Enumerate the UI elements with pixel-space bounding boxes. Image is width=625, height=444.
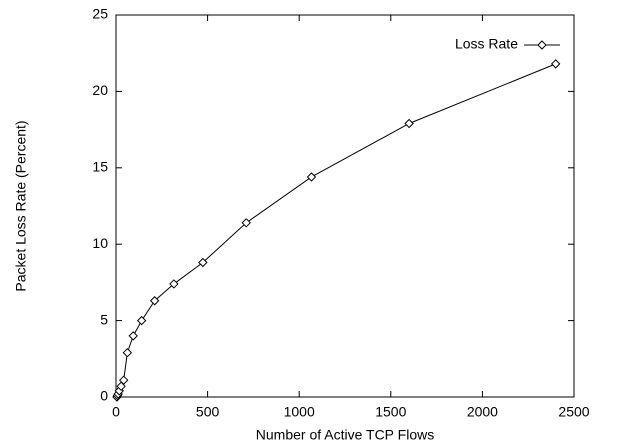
data-point: [306, 172, 317, 182]
plot-frame: [115, 14, 575, 398]
x-tick-label: 2000: [467, 404, 498, 420]
data-line: [116, 63, 556, 398]
data-point: [118, 375, 129, 385]
data-point: [404, 118, 414, 129]
data-point: [128, 331, 138, 341]
y-tick-label: 25: [92, 6, 108, 22]
y-tick-label: 5: [100, 311, 108, 327]
data-point: [169, 279, 179, 289]
x-tick-label: 1000: [284, 404, 315, 420]
data-point: [550, 59, 561, 69]
data-point: [241, 218, 251, 228]
x-tick-label: 2500: [558, 404, 589, 420]
x-tick-label: 500: [196, 404, 220, 420]
legend-label: Loss Rate: [455, 36, 518, 52]
data-point: [116, 381, 126, 392]
data-point: [122, 347, 133, 358]
x-tick-label: 0: [112, 404, 120, 420]
y-tick-label: 20: [92, 82, 108, 98]
y-tick-label: 0: [100, 388, 108, 404]
legend-marker: [537, 40, 547, 50]
y-tick-label: 10: [92, 235, 108, 251]
x-axis-label: Number of Active TCP Flows: [256, 427, 434, 443]
x-tick-label: 1500: [375, 404, 406, 420]
data-point: [149, 296, 160, 306]
y-tick-label: 15: [92, 159, 108, 175]
y-axis-label: Packet Loss Rate (Percent): [13, 120, 29, 291]
data-point: [198, 257, 208, 268]
data-point: [136, 315, 147, 326]
